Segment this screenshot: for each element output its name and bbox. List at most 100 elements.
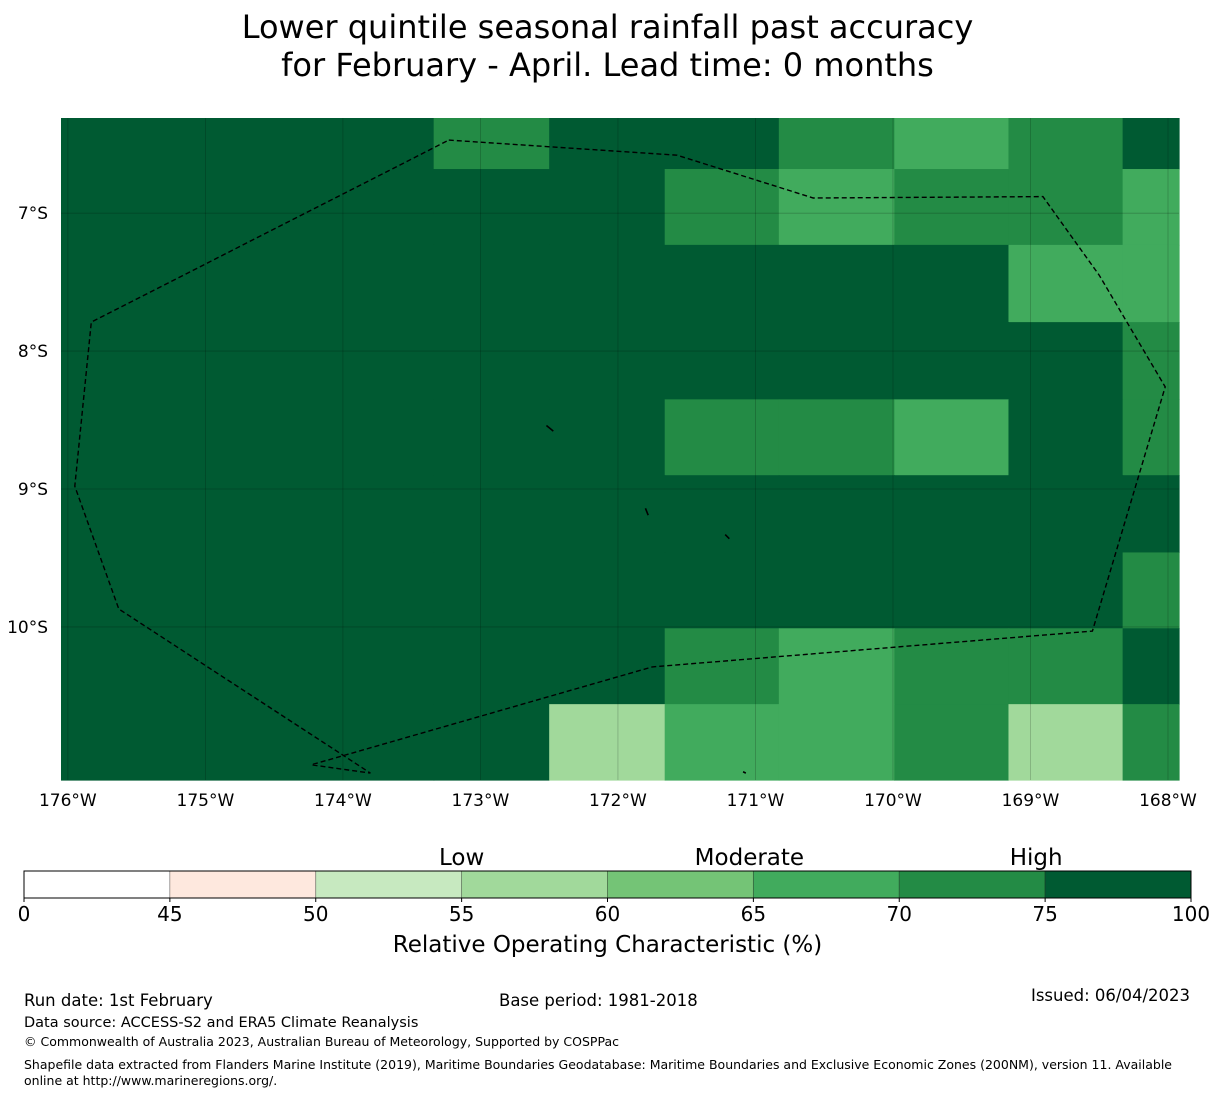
shapefile-credit: Shapefile data extracted from Flanders M… <box>24 1057 1172 1088</box>
data-source: Data source: ACCESS-S2 and ERA5 Climate … <box>24 1015 419 1031</box>
heatmap-cell-r7-c7 <box>1122 628 1180 705</box>
lon-tick-label: 169°W <box>1002 791 1060 811</box>
heatmap-cell-r6-c1 <box>433 552 550 629</box>
heatmap-cell-r7-c1 <box>433 628 550 705</box>
island-outlines <box>545 424 747 774</box>
lon-tick-label: 172°W <box>589 791 647 811</box>
heatmap-cell-r2-c6 <box>1008 244 1124 323</box>
heatmap-cell-r2-c5 <box>894 244 1010 323</box>
lon-tick-label: 174°W <box>314 791 372 811</box>
colorbar-label: Relative Operating Characteristic (%) <box>392 932 823 958</box>
run-date: Run date: 1st February <box>24 991 213 1010</box>
heatmap-cell-r0-c5 <box>894 118 1010 170</box>
island-4 <box>742 771 747 774</box>
heatmap-cell-r2-c3 <box>664 244 780 323</box>
heatmap-cell-r0-c3 <box>664 118 780 170</box>
heatmap-cell-r8-c3 <box>664 704 780 781</box>
eez-boundary-line <box>74 139 1166 774</box>
heatmap-cell-r8-c2 <box>549 704 666 781</box>
heatmap-cell-r1-c6 <box>1008 169 1124 246</box>
heatmap-cell-r8-c7 <box>1122 704 1180 781</box>
heatmap-cell-r3-c6 <box>1008 322 1124 400</box>
colorbar-tick-label: 60 <box>595 902 620 926</box>
heatmap-cell-r6-c7 <box>1122 552 1180 629</box>
heatmap-cell-r1-c2 <box>549 169 666 246</box>
heatmap-cell-r4-c7 <box>1122 399 1180 476</box>
base-period: Base period: 1981-2018 <box>499 991 698 1010</box>
heatmap-cell-r1-c1 <box>433 169 550 246</box>
heatmap-cell-r4-c2 <box>549 399 666 476</box>
axis-tick-labels: 176°W 175°W 174°W 173°W 172°W 171°W 170°W 169°W… <box>7 204 1197 811</box>
colorbar-segment-7 <box>898 870 1046 899</box>
heatmap-cell-r3-c4 <box>778 322 895 400</box>
issued-date: Issued: 06/04/2023 <box>1030 986 1190 1005</box>
heatmap-cell-r0-c0 <box>61 118 435 170</box>
heatmap-cell-r2-c0 <box>61 244 435 323</box>
heatmap-cell-r5-c2 <box>549 475 666 554</box>
colorbar-segment-3 <box>315 870 463 899</box>
heatmap-cell-r3-c7 <box>1122 322 1180 400</box>
colorbar-tick-label: 50 <box>303 902 328 926</box>
heatmap-cell-r7-c6 <box>1008 628 1124 705</box>
colorbar-category-high: High <box>1010 845 1063 871</box>
heatmap-cell-r5-c3 <box>664 475 780 554</box>
heatmap-cell-r0-c6 <box>1008 118 1124 170</box>
heatmap-cell-r0-c7 <box>1122 118 1180 170</box>
heatmap-cell-r4-c3 <box>664 399 780 476</box>
lat-tick-label: 8°S <box>18 342 48 362</box>
heatmap-cell-r1-c7 <box>1122 169 1180 246</box>
heatmap-cell-r4-c0 <box>61 399 435 476</box>
heatmap-cell-r0-c2 <box>549 118 666 170</box>
heatmap-cell-r3-c5 <box>894 322 1010 400</box>
colorbar-tick-label: 75 <box>1032 902 1057 926</box>
chart-title-line-2: for February - April. Lead time: 0 month… <box>281 46 934 84</box>
heatmap-cell-r8-c6 <box>1008 704 1124 781</box>
heatmap-cell-r1-c5 <box>894 169 1010 246</box>
heatmap-cell-r8-c0 <box>61 704 435 781</box>
heatmap-cell-r2-c7 <box>1122 244 1180 323</box>
heatmap-cell-r8-c5 <box>894 704 1010 781</box>
colorbar-segment-1 <box>23 870 171 899</box>
lat-tick-label: 10°S <box>7 618 48 638</box>
lon-tick-label: 170°W <box>864 791 922 811</box>
heatmap-cell-r1-c0 <box>61 169 435 246</box>
heatmap-cell-r5-c6 <box>1008 475 1124 554</box>
colorbar-segment-6 <box>752 870 900 899</box>
heatmap-cell-r5-c7 <box>1122 475 1180 554</box>
colorbar-segment-8 <box>1044 870 1192 899</box>
heatmap-cell-r4-c1 <box>433 399 550 476</box>
colorbar-tick-label: 55 <box>449 902 474 926</box>
heatmap-cell-r7-c4 <box>778 628 895 705</box>
heatmap-cell-r5-c1 <box>433 475 550 554</box>
heatmap-cell-r5-c4 <box>778 475 895 554</box>
lon-tick-label: 168°W <box>1139 791 1197 811</box>
heatmap-cell-r7-c3 <box>664 628 780 705</box>
lat-tick-label: 7°S <box>18 204 48 224</box>
heatmap-cell-r5-c0 <box>61 475 435 554</box>
heatmap-cell-r1-c4 <box>778 169 895 246</box>
heatmap-cell-r7-c0 <box>61 628 435 705</box>
heatmap-cell-r6-c3 <box>664 552 780 629</box>
colorbar: 0 45 50 55 60 65 70 75 100 Low Moderate High <box>18 845 1210 926</box>
colorbar-tick-label: 0 <box>18 902 31 926</box>
heatmap-cell-r3-c2 <box>549 322 666 400</box>
heatmap-cell-r4-c5 <box>894 399 1010 476</box>
heatmap-cell-r7-c5 <box>894 628 1010 705</box>
heatmap-cell-r6-c0 <box>61 552 435 629</box>
colorbar-segment-4 <box>461 870 608 899</box>
island-2 <box>644 508 649 516</box>
colorbar-tick-label: 100 <box>1172 902 1210 926</box>
heatmap-cell-r8-c4 <box>778 704 895 781</box>
lon-tick-label: 173°W <box>452 791 510 811</box>
heatmap-cell-r0-c1 <box>433 118 550 170</box>
heatmap-cell-r2-c4 <box>778 244 895 323</box>
colorbar-category-low: Low <box>439 845 484 871</box>
heatmap-cell-r4-c4 <box>778 399 895 476</box>
lon-tick-label: 176°W <box>39 791 97 811</box>
colorbar-tick-label: 45 <box>157 902 182 926</box>
heatmap-cell-r6-c5 <box>894 552 1010 629</box>
colorbar-segment-2 <box>169 870 317 899</box>
heatmap-cell-r3-c1 <box>433 322 550 400</box>
heatmap-cell-r2-c1 <box>433 244 550 323</box>
heatmap-cell-r4-c6 <box>1008 399 1124 476</box>
